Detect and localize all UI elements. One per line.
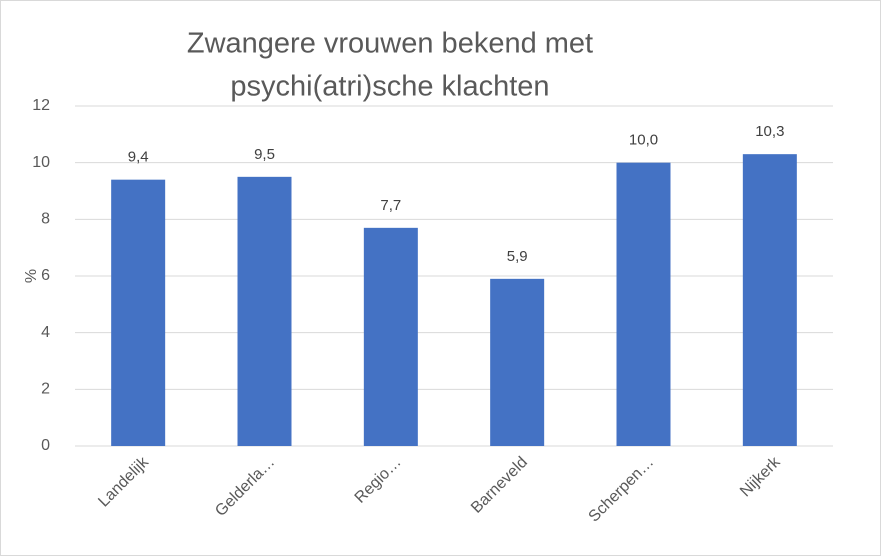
y-tick-label: 10: [32, 154, 50, 171]
y-tick-label: 12: [32, 97, 50, 114]
y-tick-label: 4: [41, 324, 50, 341]
chart-title: psychi(atri)sche klachten: [230, 71, 549, 103]
value-label: 10,0: [629, 132, 658, 149]
chart-title: Zwangere vrouwen bekend met: [187, 28, 593, 60]
y-tick-label: 0: [41, 437, 50, 454]
bar: [237, 176, 292, 447]
y-tick-label: 6: [41, 267, 50, 284]
bar: [616, 162, 671, 446]
value-label: 5,9: [507, 248, 528, 265]
y-axis-label: %: [23, 269, 40, 283]
bar: [490, 278, 545, 446]
bar: [742, 154, 797, 446]
value-label: 9,5: [254, 146, 275, 163]
y-tick-label: 8: [41, 211, 50, 228]
bar: [363, 227, 418, 446]
value-label: 7,7: [380, 197, 401, 214]
value-label: 9,4: [128, 149, 149, 166]
y-tick-label: 2: [41, 381, 50, 398]
value-label: 10,3: [755, 123, 784, 140]
bar: [111, 179, 166, 446]
